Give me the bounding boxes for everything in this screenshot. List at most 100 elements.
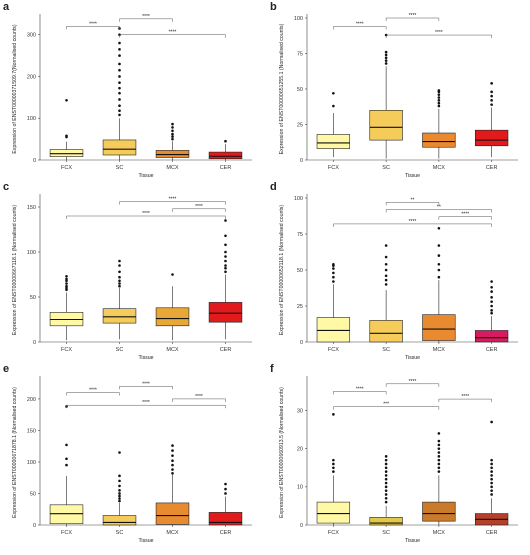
outlier-point [384,59,388,62]
outlier-point [65,284,68,288]
outlier-point [65,443,68,447]
box-fcx [49,405,84,525]
outlier-point [171,449,174,452]
bracket-line [66,404,226,409]
outlier-point [65,282,68,285]
outlier-point [384,262,388,266]
box-iqr [49,149,84,157]
y-tick-label: 100 [294,196,303,202]
outlier-point [437,455,441,458]
bracket-line [119,201,226,205]
outlier-point [490,420,493,424]
significance-bracket: **** [333,219,492,227]
x-tick-label: CER [220,165,232,171]
bracket-line [66,26,120,30]
outlier-point [118,91,121,95]
significance-bracket: **** [66,388,120,396]
bracket-line [119,386,173,390]
significance-label: ** [411,197,415,203]
outlier-point [171,122,174,126]
outlier-point [118,479,121,483]
y-tick-label: 200 [27,74,36,80]
outlier-point [118,282,121,285]
outlier-point [224,270,227,274]
outlier-point [118,264,121,267]
box-cer [474,280,509,343]
box-iqr [208,512,243,526]
bracket-line [385,202,440,206]
box-iqr [369,110,403,141]
x-axis-title: Tissue [405,173,420,179]
outlier-point [384,62,388,65]
outlier-point [118,62,121,66]
outlier-point [118,48,121,51]
box-iqr [422,132,456,148]
y-tick-label: 75 [297,51,303,57]
significance-bracket: **** [66,211,226,219]
outlier-point [224,482,227,486]
outlier-point [490,485,493,489]
box-iqr [474,129,509,147]
y-tick-label: 50 [30,295,36,301]
x-tick-label: MCX [166,530,179,536]
outlier-point [332,462,335,466]
outlier-point [384,477,388,481]
outlier-point [332,104,335,108]
outlier-point [118,484,121,488]
box-cer [208,139,243,160]
outlier-point [437,275,441,279]
outlier-point [437,96,441,99]
x-axis-title: Tissue [405,538,420,544]
significance-label: **** [461,212,469,218]
outlier-point [490,462,493,466]
outlier-point [65,275,68,278]
box-cer [474,420,509,526]
x-tick-label: MCX [166,347,179,353]
outlier-point [384,274,388,278]
bracket-line [119,18,173,22]
significance-bracket: **** [333,22,387,30]
outlier-point [118,109,121,113]
y-tick-label: 0 [300,523,303,529]
outlier-point [490,477,493,481]
outlier-point [224,234,227,238]
significance-label: ** [437,205,441,211]
x-tick-label: SC [116,347,124,353]
y-tick-label: 50 [297,268,303,274]
outlier-point [118,474,121,478]
significance-label: **** [89,388,97,394]
significance-label: **** [409,219,417,225]
box-iqr [102,139,137,156]
significance-bracket: **** [66,21,120,30]
box-sc [369,244,403,343]
box-iqr [316,317,351,343]
y-tick-label: 0 [33,158,36,164]
significance-label: **** [142,14,150,20]
x-axis-title: Tissue [138,173,153,179]
significance-label: **** [461,394,469,400]
outlier-point [224,266,227,270]
outlier-point [490,470,493,473]
outlier-point [65,463,68,467]
x-tick-label: FCX [328,165,339,171]
panel-letter: c [3,181,9,193]
bracket-line [438,216,492,220]
y-tick-label: 75 [297,232,303,238]
outlier-point [490,458,493,462]
box-iqr [155,307,190,327]
outlier-point [118,494,121,498]
significance-bracket: **** [172,394,226,402]
outlier-point [224,255,227,258]
box-iqr [155,150,190,158]
outlier-point [332,458,335,462]
significance-bracket: **** [438,394,492,403]
outlier-point [118,81,121,85]
box-mcx [155,122,190,160]
outlier-point [171,129,174,133]
significance-label: **** [409,379,417,385]
outlier-point [384,493,388,496]
outlier-point [490,300,493,303]
significance-label: **** [142,381,150,387]
significance-label: **** [169,197,177,203]
